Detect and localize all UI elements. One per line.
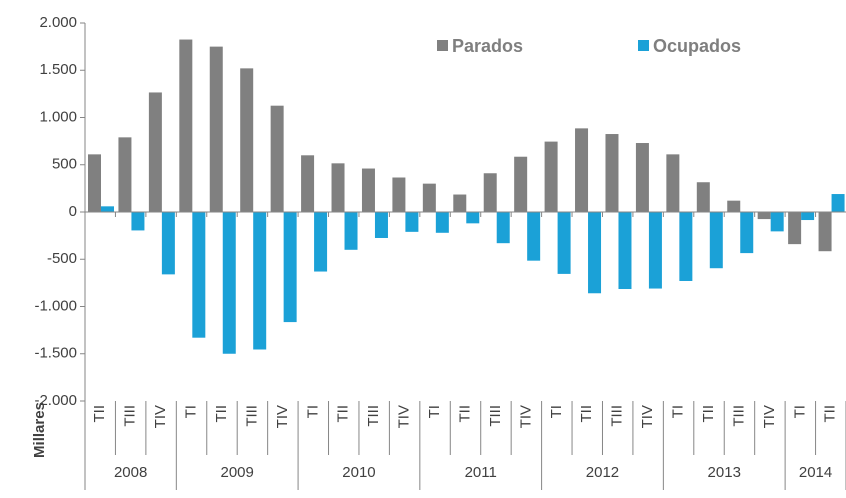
bar — [635, 143, 649, 212]
bar — [618, 212, 632, 290]
x-tick-label: TI — [791, 405, 808, 418]
bar — [740, 212, 754, 254]
x-tick-label: TIII — [487, 405, 504, 427]
bar — [544, 141, 558, 212]
x-tick-label: TIV — [152, 405, 169, 428]
y-tick-label: -1.000 — [34, 297, 77, 314]
group-label: 2013 — [708, 464, 741, 481]
x-tick-label: TIV — [761, 405, 778, 428]
y-tick-label: 1.500 — [39, 61, 77, 78]
bar — [575, 128, 589, 212]
group-label: 2009 — [221, 464, 254, 481]
x-tick-label: TI — [548, 405, 565, 418]
x-tick-label: TIV — [274, 405, 291, 428]
y-tick-label: 500 — [52, 156, 77, 173]
bar — [466, 212, 480, 224]
bar — [361, 168, 375, 212]
group-label: 2012 — [586, 464, 619, 481]
x-tick-label: TII — [91, 405, 108, 423]
bar — [192, 212, 206, 338]
bar — [831, 194, 845, 212]
bar — [788, 212, 802, 245]
x-tick-label: TII — [700, 405, 717, 423]
bar — [253, 212, 267, 350]
bar — [161, 212, 175, 275]
y-axis-label: Millares — [31, 402, 48, 458]
bar — [283, 212, 297, 323]
bar — [679, 212, 693, 281]
bar — [496, 212, 510, 244]
bar — [605, 134, 619, 212]
bar — [344, 212, 358, 250]
bar — [179, 39, 193, 212]
legend-label: Ocupados — [653, 36, 741, 56]
bar — [301, 155, 315, 212]
y-tick-label: 1.000 — [39, 108, 77, 125]
legend-swatch — [638, 40, 649, 51]
x-tick-label: TII — [335, 405, 352, 423]
y-tick-label: 0 — [69, 203, 77, 220]
x-tick-label: TIV — [396, 405, 413, 428]
bar — [757, 212, 771, 220]
bar — [453, 194, 467, 212]
bar — [101, 206, 114, 212]
x-tick-label: TI — [183, 405, 200, 418]
x-tick-label: TIII — [243, 405, 260, 427]
bar — [696, 182, 710, 212]
group-label: 2014 — [799, 464, 832, 481]
bar — [209, 46, 223, 212]
bar — [88, 154, 101, 212]
bar — [222, 212, 236, 354]
bar — [435, 212, 449, 233]
legend-label: Parados — [452, 36, 523, 56]
bar — [648, 212, 662, 289]
x-tick-label: TIII — [609, 405, 626, 427]
bar — [557, 212, 571, 274]
x-tick-label: TIV — [517, 405, 534, 428]
bar — [588, 212, 602, 294]
bar — [331, 163, 345, 212]
group-label: 2008 — [114, 464, 147, 481]
bar — [727, 200, 741, 212]
bar — [422, 183, 436, 212]
legend-swatch — [437, 40, 448, 51]
y-tick-label: -1.500 — [34, 345, 77, 362]
bar — [131, 212, 145, 231]
bar — [770, 212, 784, 232]
x-tick-label: TIII — [122, 405, 139, 427]
bar — [709, 212, 723, 269]
bar — [666, 154, 680, 212]
bar — [801, 212, 815, 221]
bar — [148, 92, 162, 212]
bar — [483, 173, 497, 212]
bar — [405, 212, 419, 232]
bar — [374, 212, 388, 238]
x-tick-label: TIII — [365, 405, 382, 427]
x-tick-label: TIII — [730, 405, 747, 427]
x-tick-label: TII — [578, 405, 595, 423]
group-label: 2010 — [342, 464, 375, 481]
x-tick-label: TII — [822, 405, 839, 423]
x-tick-label: TII — [456, 405, 473, 423]
bar — [527, 212, 541, 261]
y-tick-label: -2.000 — [34, 392, 77, 409]
bar — [240, 68, 254, 212]
group-label: 2011 — [465, 464, 497, 481]
x-tick-label: TI — [426, 405, 443, 418]
x-tick-label: TI — [304, 405, 321, 418]
y-tick-label: -500 — [47, 250, 77, 267]
bar — [270, 105, 284, 212]
x-tick-label: TIV — [639, 405, 656, 428]
bar — [818, 212, 832, 252]
x-tick-label: TI — [670, 405, 687, 418]
x-tick-label: TII — [213, 405, 230, 423]
bar — [314, 212, 328, 272]
bar — [392, 177, 406, 212]
bar — [118, 137, 132, 212]
y-tick-label: 2.000 — [39, 14, 77, 31]
bar — [514, 156, 528, 212]
